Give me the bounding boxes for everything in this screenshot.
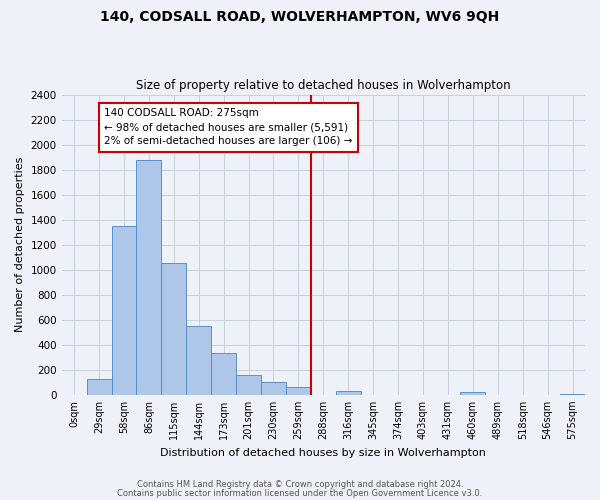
Bar [136, 160, 161, 395]
Title: Size of property relative to detached houses in Wolverhampton: Size of property relative to detached ho… [136, 79, 511, 92]
Text: 140, CODSALL ROAD, WOLVERHAMPTON, WV6 9QH: 140, CODSALL ROAD, WOLVERHAMPTON, WV6 9Q… [100, 10, 500, 24]
Bar [236, 375, 261, 395]
Bar [560, 394, 585, 395]
Y-axis label: Number of detached properties: Number of detached properties [15, 157, 25, 332]
Bar [286, 388, 311, 395]
Bar [186, 326, 211, 395]
Bar [112, 226, 136, 395]
Bar [336, 391, 361, 395]
Bar [460, 392, 485, 395]
Text: Contains public sector information licensed under the Open Government Licence v3: Contains public sector information licen… [118, 488, 482, 498]
Text: Contains HM Land Registry data © Crown copyright and database right 2024.: Contains HM Land Registry data © Crown c… [137, 480, 463, 489]
Bar [161, 264, 186, 395]
Bar [86, 379, 112, 395]
Bar [261, 382, 286, 395]
Text: 140 CODSALL ROAD: 275sqm
← 98% of detached houses are smaller (5,591)
2% of semi: 140 CODSALL ROAD: 275sqm ← 98% of detach… [104, 108, 352, 146]
Bar [211, 353, 236, 395]
X-axis label: Distribution of detached houses by size in Wolverhampton: Distribution of detached houses by size … [160, 448, 486, 458]
